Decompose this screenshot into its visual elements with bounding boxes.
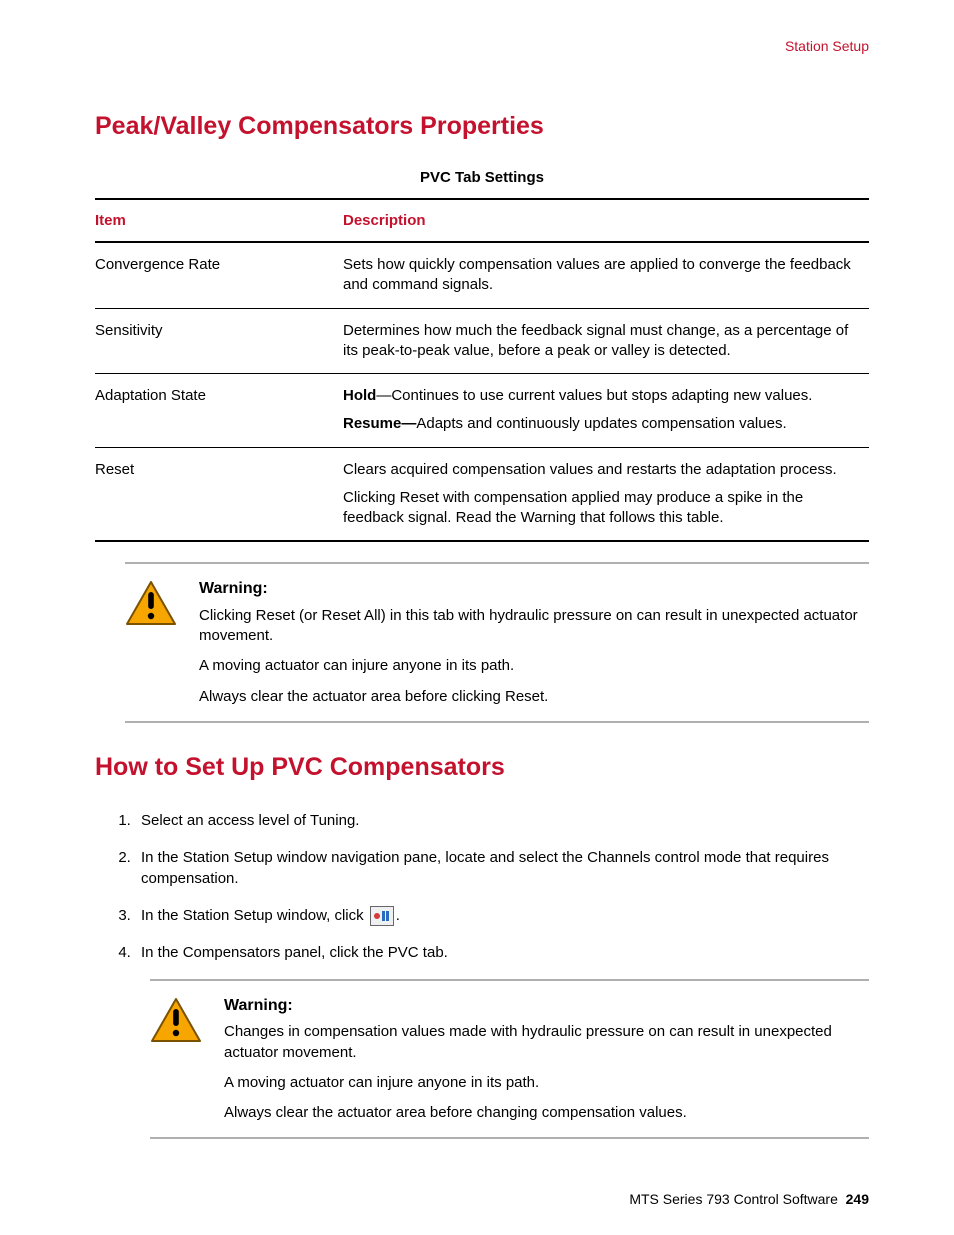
desc-paragraph: Sets how quickly compensation values are…: [343, 255, 861, 296]
warning-icon: [125, 578, 181, 707]
table-row: SensitivityDetermines how much the feedb…: [95, 308, 869, 374]
warning-title: Warning:: [199, 578, 869, 600]
toolbar-icon: [370, 906, 394, 926]
warning-line: Changes in compensation values made with…: [224, 1022, 869, 1063]
step-item: In the Station Setup window, click .: [135, 905, 869, 926]
setup-steps-list: Select an access level of Tuning. In the…: [115, 810, 869, 963]
cell-item: Adaptation State: [95, 374, 343, 448]
header-section: Station Setup: [95, 38, 869, 54]
page-number: 249: [846, 1191, 869, 1207]
warning-line: Clicking Reset (or Reset All) in this ta…: [199, 606, 869, 647]
table-row: ResetClears acquired compensation values…: [95, 447, 869, 541]
desc-paragraph: Clears acquired compensation values and …: [343, 460, 861, 480]
warning-line: A moving actuator can injure anyone in i…: [199, 656, 869, 676]
step-item: In the Station Setup window navigation p…: [135, 847, 869, 889]
table-row: Convergence RateSets how quickly compens…: [95, 242, 869, 308]
desc-paragraph: Determines how much the feedback signal …: [343, 321, 861, 362]
table-row: Adaptation StateHold—Continues to use cu…: [95, 374, 869, 448]
step-text-pre: In the Station Setup window, click: [141, 907, 368, 924]
cell-item: Reset: [95, 447, 343, 541]
cell-item: Convergence Rate: [95, 242, 343, 308]
cell-description: Sets how quickly compensation values are…: [343, 242, 869, 308]
desc-paragraph: Resume—Adapts and continuously updates c…: [343, 414, 861, 434]
step-item: In the Compensators panel, click the PVC…: [135, 942, 869, 963]
step-item: Select an access level of Tuning.: [135, 810, 869, 831]
table-caption: PVC Tab Settings: [95, 169, 869, 186]
step-text-post: .: [396, 907, 400, 924]
cell-description: Clears acquired compensation values and …: [343, 447, 869, 541]
warning-line: Always clear the actuator area before ch…: [224, 1103, 869, 1123]
footer-text: MTS Series 793 Control Software: [629, 1191, 838, 1207]
warning-title: Warning:: [224, 995, 869, 1017]
desc-paragraph: Hold—Continues to use current values but…: [343, 386, 861, 406]
cell-description: Determines how much the feedback signal …: [343, 308, 869, 374]
heading-how-to-setup: How to Set Up PVC Compensators: [95, 753, 869, 782]
pvc-settings-table: Item Description Convergence RateSets ho…: [95, 198, 869, 542]
page-footer: MTS Series 793 Control Software 249: [629, 1191, 869, 1207]
warning-icon: [150, 995, 206, 1124]
col-header-item: Item: [95, 199, 343, 242]
warning-line: A moving actuator can injure anyone in i…: [224, 1073, 869, 1093]
col-header-description: Description: [343, 199, 869, 242]
warning-block-reset: Warning: Clicking Reset (or Reset All) i…: [125, 562, 869, 723]
cell-description: Hold—Continues to use current values but…: [343, 374, 869, 448]
warning-line: Always clear the actuator area before cl…: [199, 687, 869, 707]
heading-peak-valley: Peak/Valley Compensators Properties: [95, 112, 869, 141]
cell-item: Sensitivity: [95, 308, 343, 374]
desc-paragraph: Clicking Reset with compensation applied…: [343, 488, 861, 529]
warning-block-changes: Warning: Changes in compensation values …: [150, 979, 869, 1140]
